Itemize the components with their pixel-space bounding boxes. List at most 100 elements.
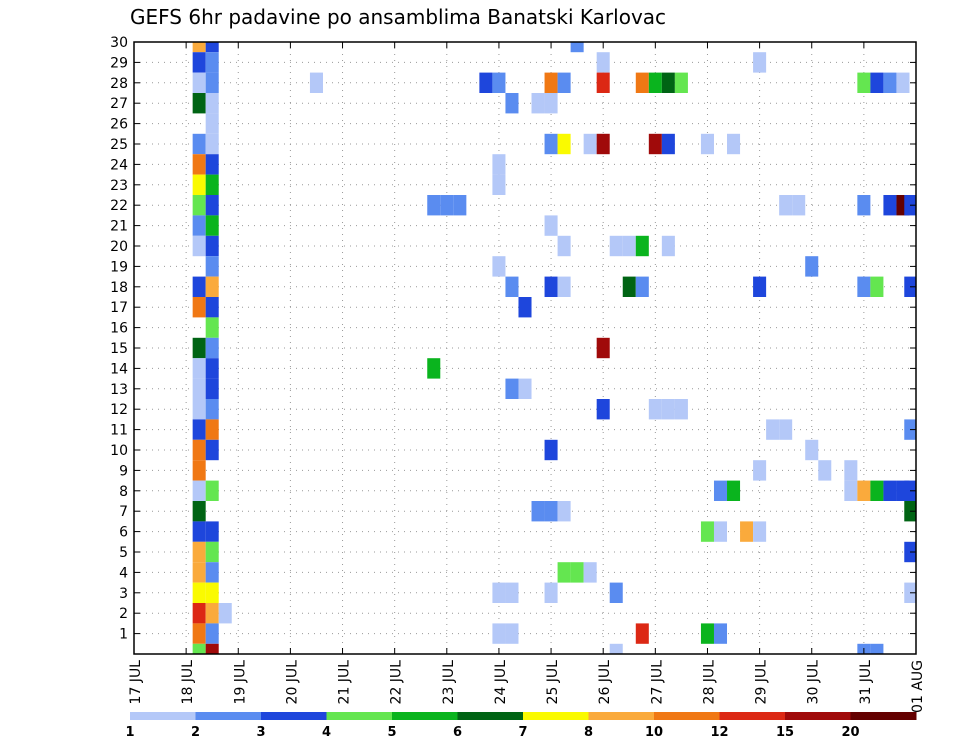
y-tick-label: 17	[110, 300, 128, 316]
x-tick-label: 29 JUL	[754, 660, 770, 705]
precip-cell	[192, 501, 206, 522]
y-tick-label: 28	[110, 76, 128, 92]
y-tick-label: 12	[110, 402, 128, 418]
precip-cell	[635, 276, 649, 297]
precip-cell	[544, 276, 558, 297]
precip-cell	[544, 582, 558, 603]
precip-cell	[544, 439, 558, 461]
precip-cell	[205, 93, 219, 114]
precip-cell	[557, 133, 571, 155]
precip-cell	[192, 337, 206, 359]
colorbar-swatch	[195, 712, 262, 720]
y-tick-label: 15	[110, 341, 128, 357]
precip-cell	[766, 419, 780, 440]
precip-cell	[192, 399, 206, 420]
precip-cell	[192, 215, 206, 236]
precip-cell	[505, 93, 519, 114]
precip-cell	[779, 195, 793, 216]
precip-cell	[205, 378, 219, 399]
precip-cell	[192, 378, 206, 399]
precip-cell	[427, 195, 441, 216]
colorbar-label: 7	[518, 725, 527, 740]
precip-cell	[205, 317, 219, 338]
x-tick-label: 27 JUL	[649, 660, 665, 705]
precip-cell	[192, 133, 206, 155]
precip-cell	[570, 562, 584, 583]
precip-cell	[192, 521, 206, 542]
precip-cell	[857, 480, 871, 501]
precip-cell	[205, 133, 219, 155]
colorbar-label: 12	[710, 725, 728, 740]
y-tick-label: 29	[110, 55, 128, 71]
y-tick-label: 26	[110, 117, 128, 133]
precip-cell	[218, 603, 232, 624]
precip-cell	[192, 42, 206, 53]
precip-cell	[674, 399, 688, 420]
precip-cell	[870, 72, 884, 93]
precip-cell	[492, 582, 506, 603]
precip-cell	[661, 72, 675, 93]
colorbar-label: 20	[841, 725, 859, 740]
y-tick-label: 7	[119, 504, 128, 520]
precip-cell	[753, 521, 767, 542]
colorbar-swatch	[261, 712, 327, 720]
y-tick-label: 30	[110, 35, 128, 51]
precip-cell	[609, 235, 623, 257]
x-tick-label: 23 JUL	[441, 660, 457, 705]
precip-cell	[753, 52, 767, 73]
colorbar: 1 2 3 4 5 6 7 8 10 12 15 20	[125, 712, 917, 740]
y-tick-label: 3	[119, 586, 128, 602]
precip-cell	[661, 133, 675, 155]
precip-cell	[192, 541, 206, 563]
precip-cell	[192, 276, 206, 297]
precip-cell	[857, 276, 871, 297]
precip-cell	[505, 582, 519, 603]
precip-cell	[427, 358, 441, 379]
precip-cell	[205, 337, 219, 359]
precip-cell	[479, 72, 493, 93]
precip-cell	[883, 195, 897, 216]
precip-cell	[557, 562, 571, 583]
precip-cell	[505, 378, 519, 399]
precip-cell	[844, 480, 858, 501]
precip-cell	[661, 235, 675, 257]
precip-cell	[205, 582, 219, 603]
x-tick-label: 24 JUL	[493, 660, 509, 705]
y-tick-label: 13	[110, 382, 128, 398]
precip-cell	[192, 297, 206, 318]
precip-cell	[205, 562, 219, 583]
precip-cell	[648, 72, 662, 93]
precip-cell	[205, 603, 219, 624]
x-tick-label: 01 AUG	[910, 660, 926, 713]
precip-cell	[740, 521, 754, 542]
precip-cell	[205, 72, 219, 93]
precip-cell	[661, 399, 675, 420]
colorbar-swatch	[130, 712, 196, 720]
grid	[134, 42, 916, 654]
colorbar-swatch	[654, 712, 720, 720]
precip-cell	[792, 195, 806, 216]
colorbar-label: 3	[256, 725, 265, 740]
precip-cell	[205, 154, 219, 175]
precip-cell	[205, 42, 219, 53]
y-tick-label: 18	[110, 280, 128, 296]
colorbar-swatch	[392, 712, 458, 720]
x-tick-label: 31 JUL	[858, 660, 874, 705]
precip-cell	[544, 93, 558, 114]
precip-cell	[557, 276, 571, 297]
precip-cell	[648, 133, 662, 155]
precip-cell	[192, 439, 206, 461]
precip-cell	[544, 72, 558, 93]
precip-cell	[753, 276, 767, 297]
precip-cell	[492, 154, 506, 175]
precip-cell	[531, 501, 545, 522]
precip-cell	[205, 480, 219, 501]
precip-cell	[544, 215, 558, 236]
precip-cell	[205, 623, 219, 644]
precip-cell	[727, 133, 741, 155]
precip-cell	[205, 297, 219, 318]
precip-cell	[635, 72, 649, 93]
precip-cell	[596, 72, 610, 93]
x-axis: 17 JUL 18 JUL 19 JUL 20 JUL 21 JUL 22 JUL 23 J…	[128, 42, 926, 713]
colorbar-swatch	[719, 712, 786, 720]
